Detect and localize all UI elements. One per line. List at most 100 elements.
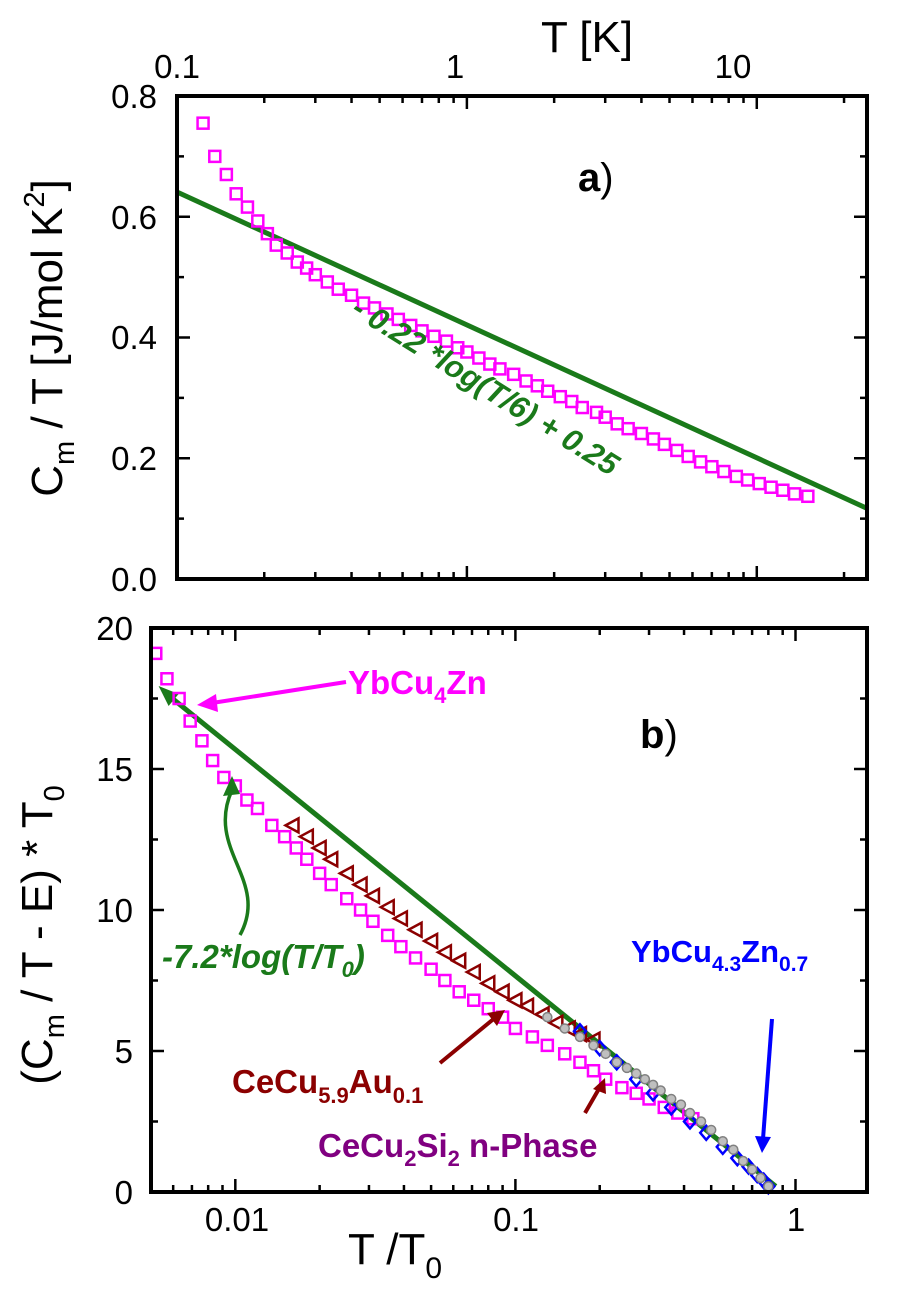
data-point — [546, 1013, 564, 1032]
data-point — [160, 672, 174, 686]
data-point — [394, 939, 408, 954]
data-point — [621, 1062, 633, 1074]
data-point — [752, 476, 767, 491]
data-point — [172, 691, 186, 706]
data-point — [728, 1144, 739, 1155]
data-point — [681, 449, 695, 464]
data-point — [776, 483, 790, 497]
annotation-arrows — [197, 680, 774, 1153]
panel-b-label: b) — [640, 713, 678, 757]
data-point — [183, 714, 197, 728]
data-point — [553, 389, 568, 404]
data-point — [729, 1149, 745, 1168]
data-point — [763, 1181, 774, 1192]
arrow-cecu2si2 — [583, 1086, 602, 1114]
data-point — [684, 1107, 696, 1119]
data-point — [746, 1164, 758, 1175]
fit-line — [175, 189, 869, 511]
data-point — [557, 1047, 572, 1061]
data-point — [764, 480, 778, 494]
data-point — [260, 226, 275, 241]
panel-b-ytick-label: 15 — [96, 751, 133, 788]
series-label-cecu2si2: CeCu2Si2 n-Phase — [318, 1127, 597, 1171]
data-point — [663, 1098, 679, 1117]
data-point — [693, 455, 708, 469]
data-point — [391, 312, 406, 327]
data-point — [559, 1023, 570, 1034]
data-point — [621, 421, 635, 436]
panel-a-ytick-label: 0.8 — [111, 78, 157, 115]
data-point — [391, 909, 409, 928]
data-point — [737, 1155, 749, 1167]
data-point — [588, 1040, 599, 1051]
data-point — [408, 951, 423, 965]
panel-b-frame — [149, 626, 869, 1194]
data-point — [240, 793, 254, 807]
data-point — [525, 1030, 540, 1044]
panel-a-ytick-label: 0.0 — [111, 561, 157, 598]
data-point — [464, 962, 481, 982]
arrow-fit-head — [223, 776, 240, 796]
arrow-fit — [223, 789, 250, 936]
panel-b-fit-annotation: -7.2*log(T/T0) — [162, 938, 365, 982]
arrow-ybcu43zn07 — [761, 1018, 774, 1140]
data-point — [217, 770, 231, 785]
data-point — [421, 931, 439, 951]
data-point — [639, 1073, 651, 1085]
data-point — [452, 985, 466, 999]
data-point — [269, 238, 284, 252]
data-point — [380, 928, 395, 943]
panel-b-xtick-label: 1 — [787, 1201, 805, 1238]
data-point — [478, 974, 496, 993]
data-point — [611, 1057, 622, 1068]
data-point — [508, 1021, 523, 1036]
data-point — [682, 1112, 698, 1131]
data-point — [331, 282, 346, 296]
data-point — [634, 426, 649, 441]
data-point — [438, 973, 452, 988]
data-point — [289, 841, 303, 855]
data-point — [353, 903, 368, 917]
panel-a-fit-annotation: - 0.22 *log(T/6) + 0.25 — [346, 290, 626, 483]
data-point — [517, 996, 535, 1015]
data-point — [542, 1011, 553, 1023]
data-point — [205, 753, 220, 768]
data-point — [300, 852, 314, 866]
data-point — [705, 459, 719, 474]
data-point — [787, 487, 802, 501]
data-point — [363, 886, 381, 905]
data-point — [337, 864, 355, 883]
arrow-ybcu4zn — [211, 680, 347, 705]
arrow-ybcu43zn07-head — [755, 1136, 771, 1153]
data-point — [755, 1172, 766, 1184]
data-point — [466, 993, 481, 1007]
data-point — [717, 1135, 729, 1147]
panel-b-x-axis-title: T /T0 — [348, 1225, 442, 1285]
panel-a-data-points — [196, 116, 815, 504]
data-point — [519, 374, 533, 388]
data-point — [740, 473, 755, 487]
data-point — [615, 1080, 629, 1095]
data-point — [277, 829, 292, 844]
series-label-cecu59au01: CeCu5.9Au0.1 — [232, 1063, 423, 1108]
data-point — [308, 267, 323, 282]
data-point — [312, 866, 327, 881]
fit-arrowhead — [158, 686, 179, 707]
panel-a-ticks — [175, 94, 867, 581]
arrow-cecu59au01 — [438, 1015, 498, 1065]
data-point — [657, 1100, 672, 1115]
data-point — [630, 1068, 642, 1079]
data-point — [801, 489, 815, 504]
panel-b-y-axis-title: (Cm / T - E) * T0 — [13, 785, 71, 1084]
data-point — [367, 301, 382, 315]
panel-a-ytick-label: 0.6 — [111, 199, 157, 236]
panel-a-xtick-label: 10 — [715, 48, 752, 85]
data-point — [405, 920, 423, 939]
data-point — [600, 1048, 611, 1060]
data-point — [506, 367, 521, 382]
panel-a-ytick-label: 0.4 — [111, 319, 157, 356]
data-point — [309, 838, 327, 858]
data-point — [573, 1055, 587, 1070]
data-point — [493, 362, 507, 376]
